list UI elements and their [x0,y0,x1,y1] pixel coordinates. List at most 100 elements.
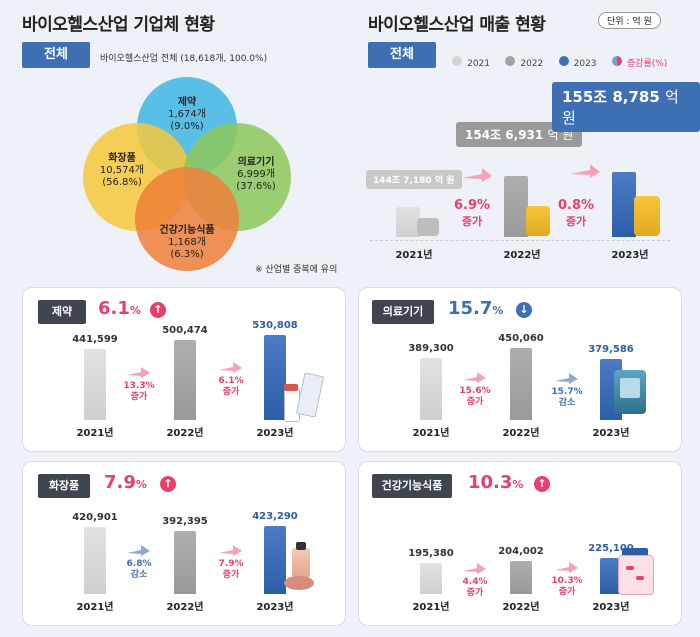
venn-label-medical: 의료기기 6,999개 (37.6%) [223,157,289,193]
pharma-chart: 441,599 2021년 500,474 2022년 530,808 2023년 13.3… [22,287,344,450]
bubble-2022-eok: 6,931 [505,128,543,142]
venn-cosmetics-count: 10,574개 [100,165,144,176]
cosmetics-bar-2 [264,526,286,594]
total-change-1-pct: 6.9% [448,198,496,214]
venn-label-pharma: 제약 1,674개 (9.0%) [157,97,217,133]
venn-label-health-food: 건강기능식품 1,168개 (6.3%) [147,225,227,261]
legend-dot-2022 [505,56,515,66]
legend-2021: 2021 [467,59,490,69]
venn-pharma-count: 1,674개 [168,109,206,120]
medical-bar-1 [510,348,532,420]
health-food-bar-0 [420,563,442,594]
medical-change-0-pct: 15.6% [455,386,495,397]
legend-dot-2021 [452,56,462,66]
pharma-change-0-pct: 13.3% [119,381,159,392]
pharma-change-1-dir: 증가 [211,387,251,398]
medical-value-label-0: 389,300 [396,343,466,354]
cosmetics-year-label-2: 2023년 [245,598,305,613]
health-food-value-label-1: 204,002 [486,546,556,557]
pharma-year-label-1: 2022년 [155,424,215,439]
bubble-2023-jo: 155조 [562,88,607,106]
cosmetics-value-label-2: 423,290 [240,511,310,522]
legend-change: 증감률(%) [627,59,667,69]
pharma-change-1-pct: 6.1% [211,376,251,387]
venn-medical-name: 의료기기 [238,157,275,168]
health-food-year-label-0: 2021년 [401,598,461,613]
bubble-2023: 155조 8,785 억 원 [552,82,700,132]
pharma-change-1: 6.1% 증가 [211,376,251,398]
venn-health-food-pct: (6.3%) [170,249,203,260]
pharma-value-label-2: 530,808 [240,320,310,331]
cosmetics-trend-arrow-0-icon [126,543,152,557]
sales-status-title: 바이오헬스산업 매출 현황 [368,10,545,35]
total-change-2: 0.8% 증가 [552,198,600,230]
pharma-bar-0 [84,349,106,420]
health-food-change-1-dir: 증가 [547,587,587,598]
cosmetics-bar-0 [84,527,106,594]
pharma-bar-1 [174,340,196,420]
cosmetics-product-icon [284,542,326,596]
venn-pharma-pct: (9.0%) [170,121,203,132]
venn-health-food-count: 1,168개 [168,237,206,248]
pharma-value-label-0: 441,599 [60,334,130,345]
cosmetics-bar-1 [174,531,196,594]
coin-stack-2021-icon [417,218,439,236]
total-change-2-dir: 증가 [552,214,600,230]
total-bar-2022 [504,176,528,237]
cosmetics-change-0: 6.8% 감소 [119,559,159,581]
total-year-2023: 2023년 [600,246,660,261]
bubble-2021-jo: 144조 [373,176,400,186]
venn-diagram: 제약 1,674개 (9.0%) 화장품 10,574개 (56.8%) 의료기… [85,75,325,275]
enterprise-status-title: 바이오헬스산업 기업체 현황 [22,10,215,35]
medical-year-label-2: 2023년 [581,424,641,439]
health-food-year-label-2: 2023년 [581,598,641,613]
cosmetics-trend-arrow-1-icon [218,543,244,557]
health-food-change-1: 10.3% 증가 [547,576,587,598]
legend-dot-2023 [559,56,569,66]
medical-year-label-1: 2022년 [491,424,551,439]
total-bar-2023 [612,172,636,237]
health-food-change-0-dir: 증가 [455,588,495,599]
cosmetics-year-label-1: 2022년 [155,598,215,613]
pharma-year-label-2: 2023년 [245,424,305,439]
overlap-footnote: ※ 산업별 중복에 유의 [255,262,337,275]
bubble-2021-eok: 7,180 [403,176,431,186]
medical-chart: 389,300 2021년 450,060 2022년 379,586 2023년 15.6… [358,287,680,450]
pharma-year-label-0: 2021년 [65,424,125,439]
legend-2023: 2023 [574,59,597,69]
unit-label: 단위 : 억 원 [598,12,661,29]
medical-trend-arrow-0-icon [462,370,488,384]
cosmetics-value-label-1: 392,395 [150,516,220,527]
pharma-trend-arrow-0-icon [126,365,152,379]
venn-cosmetics-pct: (56.8%) [102,177,142,188]
medical-trend-arrow-1-icon [554,371,580,385]
coin-stack-2023-icon [634,196,660,236]
cosmetics-value-label-0: 420,901 [60,512,130,523]
pharma-change-0: 13.3% 증가 [119,381,159,403]
cosmetics-change-1-dir: 증가 [211,570,251,581]
medical-year-label-0: 2021년 [401,424,461,439]
total-baseline [370,240,670,241]
total-year-2022: 2022년 [492,246,552,261]
cosmetics-year-label-0: 2021년 [65,598,125,613]
medical-device-icon [614,370,650,418]
health-food-trend-arrow-0-icon [462,561,488,575]
venn-label-cosmetics: 화장품 10,574개 (56.8%) [89,153,155,189]
legend: 2021 2022 2023 증감률(%) [452,51,667,70]
venn-cosmetics-name: 화장품 [108,153,136,164]
pharma-product-icon [282,372,322,422]
venn-medical-count: 6,999개 [237,169,275,180]
total-year-2021: 2021년 [384,246,444,261]
pharma-trend-arrow-1-icon [218,360,244,374]
legend-2022: 2022 [520,59,543,69]
medical-change-1-dir: 감소 [547,398,587,409]
bubble-2022-jo: 154조 [465,128,501,142]
legend-dot-change [612,56,622,66]
health-food-change-1-pct: 10.3% [547,576,587,587]
medical-change-1: 15.7% 감소 [547,387,587,409]
health-food-chart: 195,380 2021년 204,002 2022년 225,100 2023년 4.4%… [358,461,680,624]
total-tag-left: 전체 [22,42,90,68]
medical-bar-0 [420,358,442,420]
cosmetics-change-1-pct: 7.9% [211,559,251,570]
health-food-change-0: 4.4% 증가 [455,577,495,599]
